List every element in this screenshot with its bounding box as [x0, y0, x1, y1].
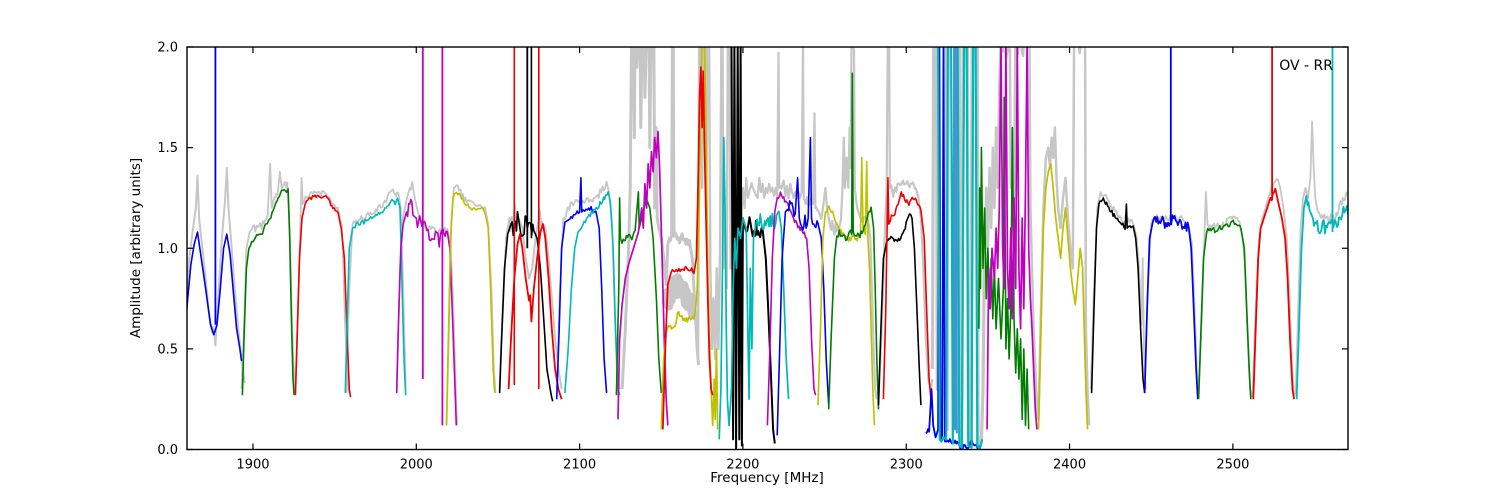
gray-20 [1294, 120, 1348, 396]
band-18-blue [776, 136, 830, 436]
gray-05 [395, 181, 458, 426]
band-21-black [877, 213, 922, 406]
gray-18 [1197, 191, 1253, 398]
data-series-group [187, 47, 1348, 450]
x-axis-label: Frequency [MHz] [710, 470, 824, 486]
y-tick-label: 0.0 [157, 443, 178, 458]
band-06-yellow [445, 191, 496, 426]
gray-04 [345, 188, 407, 394]
band-13-yellow [660, 47, 719, 430]
band-29-black [1090, 197, 1146, 394]
band-09-blue [555, 177, 608, 400]
x-tick-label: 2300 [890, 458, 923, 473]
gray-15 [1037, 47, 1091, 426]
band-24-cyan-forest [937, 47, 984, 450]
band-16-cyan [718, 136, 790, 440]
band-33-cyan [1295, 195, 1348, 400]
axes-frame [186, 46, 1349, 451]
y-tick-label: 2.0 [157, 41, 178, 56]
band-05-magenta [395, 198, 458, 426]
band-01-blue [187, 231, 243, 362]
gray-01 [187, 166, 246, 384]
band-02-green [241, 188, 295, 396]
tick-marks: 1900 2000 2100 2200 2300 2400 2500 0.0 0.5 1.0 1.5… [157, 41, 1348, 473]
gray-19 [1251, 178, 1295, 398]
band-12-magenta [617, 130, 669, 426]
x-tick-label: 2500 [1216, 458, 1249, 473]
band-08-red-wiggly [507, 223, 563, 400]
y-tick-label: 1.5 [157, 141, 178, 156]
gray-16 [1089, 191, 1147, 390]
band-27-magenta-noisy [986, 47, 1038, 430]
y-tick-label: 0.5 [157, 342, 178, 357]
gray-02 [240, 162, 296, 390]
band-04-cyan [344, 197, 407, 396]
band-11-green [615, 191, 663, 396]
x-tick-label: 2200 [726, 458, 759, 473]
band-26-green-noisy [978, 96, 1030, 430]
gray-09-massive [620, 47, 700, 390]
gray-09b-block [661, 273, 698, 318]
x-tick-label: 2100 [563, 458, 596, 473]
band-22-red [882, 177, 933, 406]
band-28-yellow-noisy [1037, 162, 1089, 430]
band-17-magenta [766, 191, 817, 426]
band-03-red [294, 194, 352, 398]
band-07-black [498, 210, 554, 402]
x-tick-label: 2400 [1053, 458, 1086, 473]
gray-03 [294, 176, 350, 394]
x-tick-label: 2000 [400, 458, 433, 473]
gray-10-columns [696, 47, 739, 361]
band-30-blue [1143, 214, 1199, 400]
band-25-steelblue-col [953, 47, 958, 434]
band-15-black-rfi [730, 47, 776, 450]
band-10-cyan [564, 190, 621, 396]
gray-12 [877, 47, 934, 400]
y-axis-label: Amplitude [arbitrary units] [128, 157, 144, 339]
band-14-red [662, 66, 714, 430]
x-tick-label: 1900 [236, 458, 269, 473]
band-20-green [827, 72, 880, 410]
gray-08 [555, 180, 621, 390]
band-31-green [1197, 219, 1252, 400]
band-32-red [1252, 187, 1295, 400]
corner-annotation: OV - RR [1279, 58, 1333, 74]
y-tick-label: 1.0 [157, 242, 178, 257]
